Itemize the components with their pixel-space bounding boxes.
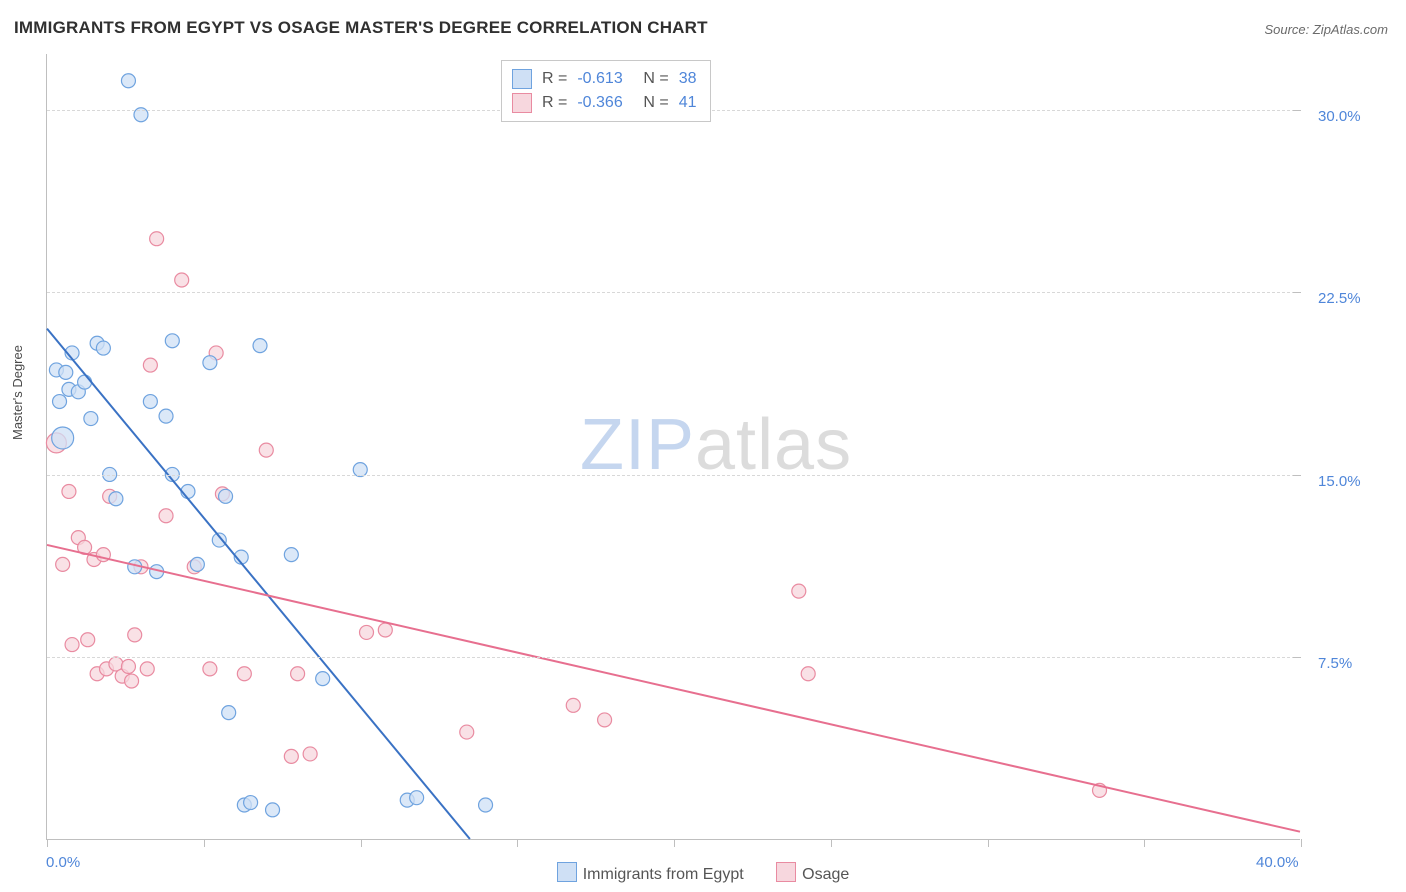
scatter-point-b [81, 633, 95, 647]
legend-top-row-a: R = -0.613 N = 38 [512, 67, 696, 91]
scatter-point-b [284, 749, 298, 763]
scatter-point-a [266, 803, 280, 817]
scatter-point-b [460, 725, 474, 739]
scatter-point-a [159, 409, 173, 423]
scatter-point-b [792, 584, 806, 598]
legend-swatch-a [557, 862, 577, 882]
scatter-point-b [378, 623, 392, 637]
chart-title: IMMIGRANTS FROM EGYPT VS OSAGE MASTER'S … [14, 18, 708, 38]
scatter-point-b [237, 667, 251, 681]
legend-n-label: N = [643, 94, 668, 112]
x-tick [1144, 839, 1145, 847]
scatter-point-b [143, 358, 157, 372]
scatter-point-b [259, 443, 273, 457]
scatter-point-b [65, 638, 79, 652]
scatter-point-a [410, 791, 424, 805]
scatter-point-a [109, 492, 123, 506]
scatter-point-a [284, 548, 298, 562]
scatter-point-a [244, 796, 258, 810]
source-attribution: Source: ZipAtlas.com [1264, 22, 1388, 37]
scatter-point-b [121, 659, 135, 673]
scatter-point-a [165, 334, 179, 348]
chart-container: IMMIGRANTS FROM EGYPT VS OSAGE MASTER'S … [0, 0, 1406, 892]
legend-swatch-b [776, 862, 796, 882]
y-tick-label: 30.0% [1318, 108, 1361, 125]
legend-n-label: N = [643, 70, 668, 88]
scatter-point-a [253, 339, 267, 353]
scatter-point-b [159, 509, 173, 523]
legend-bottom: Immigrants from Egypt Osage [0, 862, 1406, 884]
legend-r-label: R = [542, 94, 567, 112]
legend-n-value: 41 [679, 94, 697, 112]
scatter-point-a [203, 356, 217, 370]
plot-svg [47, 54, 1300, 839]
scatter-point-b [801, 667, 815, 681]
y-tick-label: 15.0% [1318, 473, 1361, 490]
scatter-point-a [78, 375, 92, 389]
legend-top-swatch-b [512, 93, 532, 113]
legend-top-row-b: R = -0.366 N = 41 [512, 91, 696, 115]
source-name: ZipAtlas.com [1313, 22, 1388, 37]
x-end-label: 40.0% [1256, 854, 1299, 871]
scatter-point-a [96, 341, 110, 355]
scatter-point-a [316, 672, 330, 686]
source-label: Source: [1264, 22, 1312, 37]
scatter-point-b [566, 698, 580, 712]
legend-n-value: 38 [679, 70, 697, 88]
x-tick [1301, 839, 1302, 847]
legend-top: R = -0.613 N = 38 R = -0.366 N = 41 [501, 60, 711, 122]
scatter-point-b [56, 557, 70, 571]
legend-label-a: Immigrants from Egypt [583, 866, 744, 883]
legend-label-b: Osage [802, 866, 849, 883]
legend-top-swatch-a [512, 69, 532, 89]
scatter-point-a [52, 427, 74, 449]
scatter-point-a [222, 706, 236, 720]
x-tick [204, 839, 205, 847]
y-tick-label: 7.5% [1318, 655, 1352, 672]
scatter-point-b [128, 628, 142, 642]
scatter-point-a [121, 74, 135, 88]
scatter-point-b [303, 747, 317, 761]
scatter-point-b [140, 662, 154, 676]
y-tick [1293, 110, 1301, 111]
scatter-point-b [62, 484, 76, 498]
x-tick [674, 839, 675, 847]
y-tick [1293, 292, 1301, 293]
y-axis-label: Master's Degree [10, 345, 25, 440]
scatter-point-a [84, 412, 98, 426]
x-tick [988, 839, 989, 847]
scatter-point-b [175, 273, 189, 287]
scatter-point-b [150, 232, 164, 246]
legend-r-value: -0.366 [577, 94, 633, 112]
y-tick [1293, 657, 1301, 658]
trend-line-a [47, 329, 470, 839]
x-origin-label: 0.0% [46, 854, 80, 871]
scatter-point-a [53, 395, 67, 409]
x-tick [361, 839, 362, 847]
gridline-h [47, 292, 1300, 293]
gridline-h [47, 657, 1300, 658]
scatter-point-a [190, 557, 204, 571]
legend-bottom-item-a: Immigrants from Egypt [557, 866, 748, 883]
plot-area [46, 54, 1300, 840]
scatter-point-a [479, 798, 493, 812]
x-tick [517, 839, 518, 847]
scatter-point-b [125, 674, 139, 688]
x-tick [831, 839, 832, 847]
legend-r-label: R = [542, 70, 567, 88]
trend-line-b [47, 545, 1300, 832]
x-tick [47, 839, 48, 847]
y-tick-label: 22.5% [1318, 290, 1361, 307]
scatter-point-b [203, 662, 217, 676]
scatter-point-a [59, 365, 73, 379]
y-tick [1293, 475, 1301, 476]
scatter-point-b [291, 667, 305, 681]
scatter-point-b [598, 713, 612, 727]
scatter-point-a [143, 395, 157, 409]
scatter-point-a [219, 489, 233, 503]
gridline-h [47, 475, 1300, 476]
legend-bottom-item-b: Osage [776, 866, 849, 883]
legend-r-value: -0.613 [577, 70, 633, 88]
scatter-point-b [360, 625, 374, 639]
